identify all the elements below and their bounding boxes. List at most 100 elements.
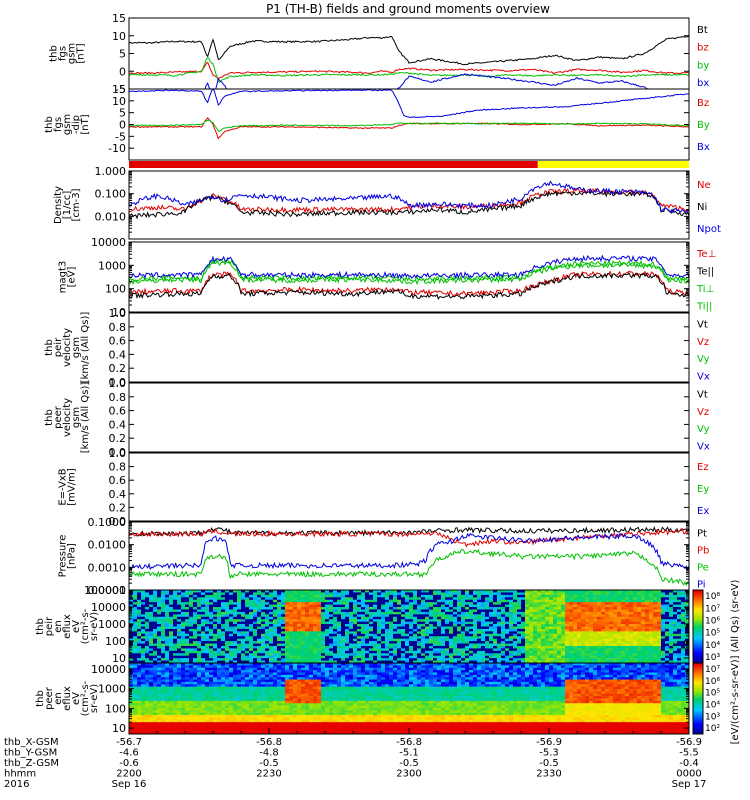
spectrogram-cell xyxy=(457,645,462,649)
spectrogram-cell xyxy=(369,650,374,654)
spectrogram-cell xyxy=(361,626,366,630)
spectrogram-cell xyxy=(569,604,574,608)
spectrogram-cell xyxy=(625,626,630,630)
spectrogram-cell xyxy=(157,670,162,673)
spectrogram-cell xyxy=(625,619,630,622)
spectrogram-cell xyxy=(277,624,282,627)
spectrogram-cell xyxy=(137,653,142,656)
spectrogram-cell xyxy=(133,712,138,716)
spectrogram-cell xyxy=(353,592,358,596)
spectrogram-cell xyxy=(441,619,446,622)
spectrogram-cell xyxy=(629,626,634,630)
spectrogram-cell xyxy=(513,594,518,598)
spectrogram-cell xyxy=(617,650,622,654)
spectrogram-cell xyxy=(177,638,182,642)
spectrogram-cell xyxy=(245,604,250,608)
spectrogram-cell xyxy=(549,602,554,605)
spectrogram-cell xyxy=(421,592,426,596)
spectrogram-cell xyxy=(369,660,374,664)
spectrogram-cell xyxy=(317,638,322,642)
spectrogram-cell xyxy=(289,653,294,656)
spectrogram-cell xyxy=(529,619,534,622)
spectrogram-cell xyxy=(569,616,574,620)
spectrogram-cell xyxy=(141,684,146,687)
spectrogram-cell xyxy=(397,602,402,605)
spectrogram-cell xyxy=(661,597,666,601)
spectrogram-cell xyxy=(657,602,662,605)
spectrogram-cell xyxy=(665,653,670,656)
spectrogram-cell xyxy=(197,614,202,618)
spectrogram-cell xyxy=(149,616,154,620)
spectrogram-cell xyxy=(305,621,310,625)
spectrogram-cell xyxy=(645,604,650,608)
spectrogram-cell xyxy=(437,628,442,632)
spectrogram-cell xyxy=(625,592,630,596)
spectrogram-cell xyxy=(629,631,634,635)
spectrogram-cell xyxy=(657,645,662,649)
spectrogram-cell xyxy=(253,621,258,625)
spectrogram-cell xyxy=(413,592,418,596)
spectrogram-cell xyxy=(209,590,214,593)
spectrogram-cell xyxy=(521,648,526,652)
spectrogram-cell xyxy=(425,658,430,661)
spectrogram-cell xyxy=(433,614,438,618)
spectrogram-cell xyxy=(569,611,574,615)
spectrogram-cell xyxy=(349,621,354,625)
spectrogram-cell xyxy=(573,607,578,610)
spectrogram-cell xyxy=(165,597,170,601)
colorbar-cell xyxy=(693,641,703,644)
spectrogram-cell xyxy=(357,619,362,622)
spectrogram-cell xyxy=(413,611,418,615)
spectrogram-cell xyxy=(161,645,166,649)
spectrogram-cell xyxy=(353,619,358,622)
spectrogram-cell xyxy=(441,590,446,593)
spectrogram-cell xyxy=(557,602,562,605)
spectrogram-cell xyxy=(209,660,214,664)
spectrogram-cell xyxy=(453,590,458,593)
spectrogram-cell xyxy=(409,614,414,618)
panel-frame xyxy=(128,452,690,522)
spectrogram-cell xyxy=(657,638,662,642)
spectrogram-cell xyxy=(653,636,658,639)
spectrogram-cell xyxy=(653,590,658,593)
spectrogram-cell xyxy=(565,604,570,608)
spectrogram-cell xyxy=(149,643,154,647)
spectrogram-cell xyxy=(665,638,670,642)
spectrogram-cell xyxy=(617,636,622,639)
spectrogram-cell xyxy=(249,636,254,639)
spectrogram-cell xyxy=(493,590,498,593)
spectrogram-cell xyxy=(609,626,614,630)
colorbar-cell xyxy=(693,606,703,609)
spectrogram-cell xyxy=(205,655,210,659)
spectrogram-cell xyxy=(377,604,382,608)
spectrogram-cell xyxy=(465,641,470,644)
y-axis-label: [km/s (All Qs)] xyxy=(80,382,91,454)
spectrogram-cell xyxy=(137,626,142,630)
spectrogram-cell xyxy=(129,665,134,669)
spectrogram-cell xyxy=(517,650,522,654)
spectrogram-cell xyxy=(129,604,134,608)
spectrogram-cell xyxy=(365,611,370,615)
spectrogram-cell xyxy=(417,602,422,605)
panel-frame xyxy=(128,241,690,313)
spectrogram-cell xyxy=(293,660,298,664)
spectrogram-cell xyxy=(585,611,590,615)
spectrogram-cell xyxy=(417,604,422,608)
spectrogram-cell xyxy=(185,619,190,622)
spectrogram-cell xyxy=(625,614,630,618)
spectrogram-cell xyxy=(201,619,206,622)
spectrogram-cell xyxy=(253,633,258,637)
spectrogram-cell xyxy=(137,599,142,603)
spectrogram-cell xyxy=(309,614,314,618)
spectrogram-cell xyxy=(201,626,206,630)
spectrogram-cell xyxy=(257,607,262,610)
spectrogram-cell xyxy=(441,616,446,620)
spectrogram-cell xyxy=(245,602,250,605)
spectrogram-cell xyxy=(629,597,634,601)
spectrogram-cell xyxy=(285,599,290,603)
spectrogram-cell xyxy=(209,599,214,603)
spectrogram-cell xyxy=(265,609,270,613)
spectrogram-cell xyxy=(217,655,222,659)
spectrogram-cell xyxy=(321,633,326,637)
spectrogram-cell xyxy=(377,660,382,664)
